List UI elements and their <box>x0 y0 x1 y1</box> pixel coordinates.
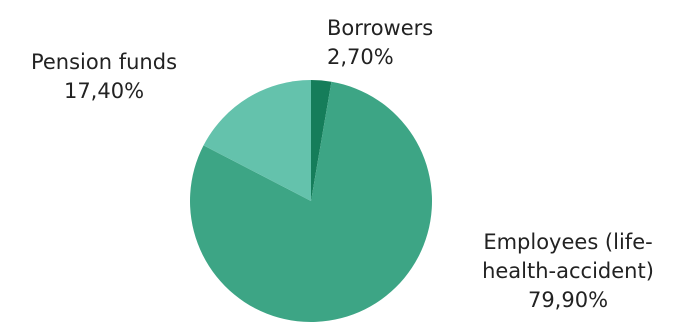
slice-name-borrowers: Borrowers <box>327 16 434 40</box>
slice-value-borrowers: 2,70% <box>327 45 394 69</box>
slice-value-employees: 79,90% <box>527 288 609 312</box>
slice-label-employees: Employees (life- health-accident) 79,90% <box>468 228 668 315</box>
slice-name-employees-line1: Employees (life- <box>483 230 653 254</box>
slice-label-borrowers: Borrowers 2,70% <box>327 14 433 72</box>
pie-slice-borrowers <box>311 80 332 201</box>
pie-slice-employees-life-health-accident <box>190 81 433 323</box>
slice-value-pension-funds: 17,40% <box>63 79 145 103</box>
pie-slice-pension-funds <box>203 80 311 201</box>
slice-name-employees-line2: health-accident) <box>482 259 654 283</box>
slice-name-pension-funds: Pension funds <box>30 50 178 74</box>
slice-label-pension-funds: Pension funds 17,40% <box>14 48 194 106</box>
